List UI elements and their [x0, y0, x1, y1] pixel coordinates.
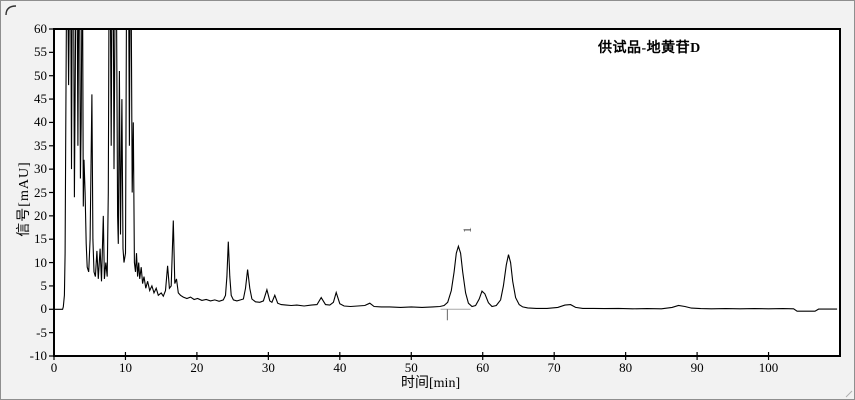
y-tick-label: 0	[40, 301, 48, 317]
y-tick-label: 25	[34, 184, 47, 200]
y-tick-label: 50	[34, 67, 47, 83]
x-tick-label: 10	[118, 360, 132, 375]
x-tick-label: 0	[50, 360, 58, 375]
y-tick-label: 30	[34, 161, 47, 177]
y-tick-label: 5	[40, 277, 48, 293]
x-tick-label: 90	[690, 360, 704, 375]
y-tick-label: 20	[34, 207, 47, 223]
y-tick-label: 60	[34, 21, 47, 36]
x-tick-label: 70	[547, 360, 561, 375]
y-tick-label: 45	[34, 91, 47, 107]
y-tick-label: -10	[29, 348, 47, 363]
x-tick-label: 60	[476, 360, 490, 375]
peak-1-label: 1	[460, 227, 475, 234]
y-tick-label: 40	[34, 114, 47, 130]
chromatogram-trace	[55, 30, 838, 312]
x-tick-label: 20	[190, 360, 204, 375]
x-tick-label: 30	[261, 360, 275, 375]
plot-area	[54, 29, 840, 356]
y-tick-label: 10	[34, 254, 47, 270]
x-axis-title: 时间[min]	[401, 376, 461, 391]
resize-grip-icon	[845, 390, 853, 398]
x-tick-label: 50	[404, 360, 418, 375]
y-tick-label: 35	[34, 137, 47, 153]
y-tick-label: 55	[34, 44, 47, 60]
frame-corner-mark	[5, 5, 17, 16]
x-tick-label: 80	[619, 360, 633, 375]
x-tick-label: 100	[758, 360, 779, 375]
y-tick-label: -5	[36, 324, 47, 340]
x-tick-label: 40	[333, 360, 347, 375]
y-tick-label: 15	[34, 231, 47, 247]
legend-sample-name: 供试品-地黄苷D	[598, 41, 701, 56]
